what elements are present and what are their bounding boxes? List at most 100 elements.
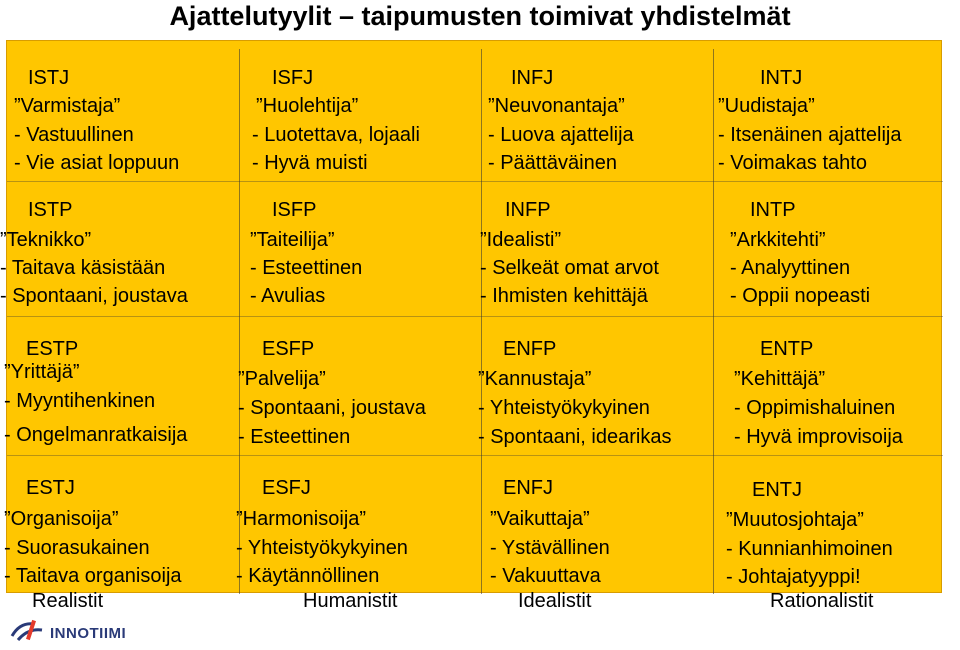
quote-mark: ”	[351, 95, 359, 117]
type-code: ENTP	[760, 338, 814, 360]
type-code: ENFJ	[503, 477, 553, 499]
type-role: ”Harmonisoija”	[236, 507, 366, 531]
type-trait: - Spontaani, joustava	[238, 397, 426, 419]
type-trait: - Luova ajattelija	[488, 124, 634, 146]
quote-mark: ”	[583, 508, 590, 530]
type-code: INTJ	[760, 67, 803, 89]
type-trait: - Myyntihenkinen	[4, 390, 156, 412]
quote-mark: ”	[4, 508, 11, 530]
quote-mark: ”	[480, 229, 487, 251]
type-trait: - Ystävällinen	[490, 537, 610, 559]
type-role: ”Palvelija”	[238, 367, 326, 391]
type-trait: - Oppii nopeasti	[730, 285, 871, 307]
type-role: ”Huolehtija”	[256, 94, 358, 118]
type-trait: - Kunnianhimoinen	[726, 538, 893, 560]
type-trait: - Vie asiat loppuun	[14, 152, 180, 174]
type-trait: - Taitava käsistään	[0, 257, 166, 279]
quote-mark: ”	[818, 229, 826, 251]
type-role: ”Varmistaja”	[14, 94, 120, 118]
type-trait: - Päättäväinen	[488, 152, 617, 174]
type-trait: - Itsenäinen ajattelija	[718, 124, 902, 146]
quote-mark: ”	[256, 95, 263, 117]
quote-mark: ”	[730, 229, 737, 251]
quote-mark: ”	[584, 368, 592, 390]
quote-mark: ”	[726, 509, 733, 531]
quote-mark: ”	[618, 95, 625, 117]
column-label-humanistit: Humanistit	[303, 590, 398, 612]
type-role: ”Teknikko”	[0, 228, 91, 252]
type-code: ESFP	[262, 338, 315, 360]
quote-mark: ”	[818, 368, 826, 390]
quote-mark: ”	[490, 508, 497, 530]
type-code: ISFP	[272, 199, 317, 221]
column-divider	[481, 49, 482, 594]
type-role-text: Kehittäjä	[740, 368, 819, 390]
type-role: ”Vaikuttaja”	[490, 507, 590, 531]
quote-mark: ”	[488, 95, 495, 117]
type-trait: - Luotettava, lojaali	[252, 124, 420, 146]
type-role-text: Arkkitehti	[736, 229, 819, 251]
type-trait: - Vastuullinen	[14, 124, 134, 146]
type-role: ”Kannustaja”	[478, 367, 591, 391]
type-trait: - Käytännöllinen	[236, 565, 380, 587]
type-trait: - Voimakas tahto	[718, 152, 867, 174]
type-code: ENTJ	[752, 479, 802, 501]
type-role-text: Yrittäjä	[10, 361, 73, 383]
type-role-text: Vaikuttaja	[496, 508, 584, 530]
row-divider	[7, 316, 943, 317]
type-trait: - Selkeät omat arvot	[480, 257, 659, 279]
column-divider	[713, 49, 714, 594]
type-trait: - Spontaani, idearikas	[478, 426, 672, 448]
type-trait: - Johtajatyyppi!	[726, 566, 861, 588]
quote-mark: ”	[84, 229, 92, 251]
quote-mark: ”	[857, 509, 864, 531]
type-role-text: Varmistaja	[20, 95, 114, 117]
type-trait: - Oppimishaluinen	[734, 397, 896, 419]
quote-mark: ”	[72, 361, 80, 383]
type-role: ”Uudistaja”	[718, 94, 815, 118]
type-role-text: Harmonisoija	[242, 508, 360, 530]
innotiimi-logo: INNOTIIMI	[10, 618, 126, 648]
column-divider	[239, 49, 240, 594]
logo-text: INNOTIIMI	[50, 624, 127, 642]
type-role-text: Kannustaja	[484, 368, 585, 390]
type-trait: - Suorasukainen	[4, 537, 150, 559]
type-code: ESTP	[26, 338, 79, 360]
type-code: ESTJ	[26, 477, 75, 499]
type-role-text: Idealisti	[486, 229, 555, 251]
type-code: ESFJ	[262, 477, 311, 499]
column-label-realistit: Realistit	[32, 590, 104, 612]
quote-mark: ”	[0, 229, 7, 251]
type-code: ISTJ	[28, 67, 70, 89]
type-role-text: Uudistaja	[724, 95, 809, 117]
type-code: INFP	[505, 199, 551, 221]
quote-mark: ”	[4, 361, 11, 383]
type-role-text: Huolehtija	[262, 95, 352, 117]
quote-mark: ”	[478, 368, 485, 390]
quote-mark: ”	[808, 95, 815, 117]
type-trait: - Taitava organisoija	[4, 565, 182, 587]
type-code: ENFP	[503, 338, 557, 360]
type-role-text: Palvelija	[244, 368, 320, 390]
type-trait: - Ongelmanratkaisija	[4, 424, 188, 446]
type-trait: - Hyvä muisti	[252, 152, 368, 174]
type-role-text: Taiteilija	[256, 229, 328, 251]
type-role: ”Arkkitehti”	[730, 228, 826, 252]
quote-mark: ”	[319, 368, 326, 390]
type-code: ISFJ	[272, 67, 314, 89]
quote-mark: ”	[734, 368, 741, 390]
column-label-idealistit: Idealistit	[518, 590, 592, 612]
type-role: ”Organisoija”	[4, 507, 119, 531]
quote-mark: ”	[250, 229, 257, 251]
type-grid	[6, 40, 943, 594]
type-role: ”Muutosjohtaja”	[726, 508, 864, 532]
type-trait: - Hyvä improvisoija	[734, 426, 903, 448]
quote-mark: ”	[111, 508, 119, 530]
type-trait: - Yhteistyökykyinen	[236, 537, 408, 559]
type-role-text: Muutosjohtaja	[732, 509, 858, 531]
quote-mark: ”	[359, 508, 367, 530]
type-trait: - Yhteistyökykyinen	[478, 397, 650, 419]
type-trait: - Analyyttinen	[730, 257, 851, 279]
type-trait: - Vakuuttava	[490, 565, 601, 587]
quote-mark: ”	[238, 368, 245, 390]
